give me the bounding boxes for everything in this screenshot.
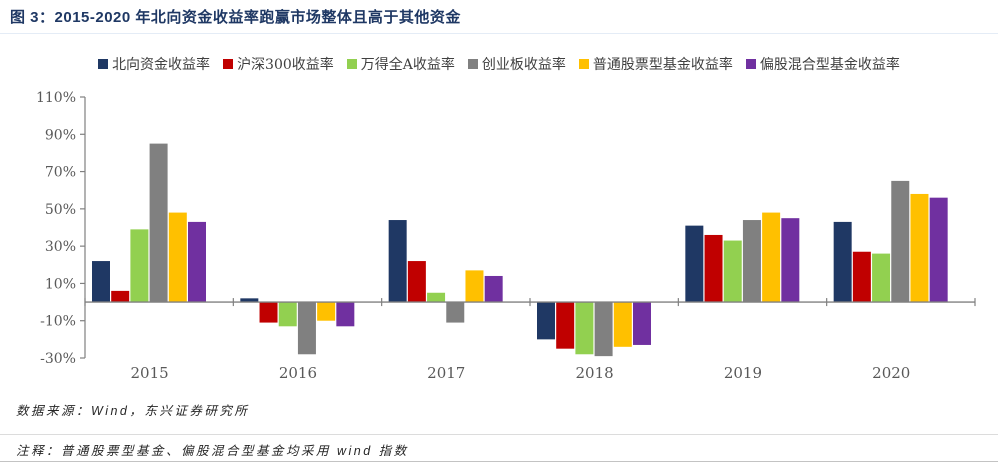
bar-北向资金收益率-2016 [240, 298, 259, 303]
legend-swatch-icon [98, 59, 109, 69]
legend-item-普通股票型基金收益率: 普通股票型基金收益率 [578, 54, 733, 74]
bar-北向资金收益率-2017 [388, 220, 407, 303]
bar-万得全A收益率-2015 [130, 229, 149, 303]
legend-swatch-icon [467, 59, 478, 69]
bar-普通股票型基金收益率-2015 [168, 212, 187, 303]
legend-label: 创业板收益率 [481, 57, 566, 73]
y-axis-tick-label: 90% [45, 127, 76, 143]
y-axis-tick-label: 10% [45, 276, 76, 292]
bar-创业板收益率-2020 [891, 180, 910, 303]
x-axis-category-label: 2020 [872, 364, 910, 382]
bar-沪深300收益率-2015 [111, 290, 130, 303]
legend-swatch-icon [346, 59, 357, 69]
legend-item-创业板收益率: 创业板收益率 [467, 54, 566, 74]
bar-万得全A收益率-2018 [575, 302, 594, 355]
footer-divider [0, 434, 998, 435]
bar-偏股混合型基金收益率-2015 [188, 221, 206, 303]
bar-普通股票型基金收益率-2019 [762, 212, 781, 303]
y-axis-tick-label: 50% [45, 202, 76, 218]
y-axis-tick-label: 110% [36, 90, 76, 106]
x-axis-category-label: 2016 [279, 364, 317, 382]
legend-label: 万得全A收益率 [360, 57, 455, 73]
legend-swatch-icon [745, 59, 756, 69]
legend-item-偏股混合型基金收益率: 偏股混合型基金收益率 [745, 54, 900, 74]
bar-普通股票型基金收益率-2016 [317, 302, 336, 321]
bar-偏股混合型基金收益率-2020 [929, 197, 948, 303]
bar-北向资金收益率-2015 [92, 261, 110, 303]
bar-沪深300收益率-2020 [852, 251, 871, 303]
y-axis-tick-label: 30% [45, 239, 76, 255]
bar-北向资金收益率-2018 [537, 302, 555, 340]
bar-创业板收益率-2019 [742, 220, 761, 303]
bar-沪深300收益率-2017 [407, 261, 426, 303]
chart-title: 图 3：2015-2020 年北向资金收益率跑赢市场整体且高于其他资金 [10, 9, 461, 26]
note-text: 注释：普通股票型基金、偏股混合型基金均采用 wind 指数 [16, 444, 409, 458]
bar-chart: 110% 90% 70% 50% 30% 10% -10% -30% 2015 2016 2017 2… [36, 90, 976, 382]
bar-沪深300收益率-2018 [556, 302, 575, 349]
bar-创业板收益率-2015 [149, 143, 168, 303]
bar-万得全A收益率-2020 [872, 253, 891, 303]
y-axis-tick-label: -10% [40, 314, 76, 330]
legend-swatch-icon [578, 59, 589, 69]
chart-legend: 北向资金收益率 沪深300收益率 万得全A收益率 创业板收益率 普通股票型基金收益率 偏股… [0, 54, 998, 74]
bar-偏股混合型基金收益率-2019 [781, 218, 800, 303]
bar-万得全A收益率-2019 [723, 240, 742, 303]
y-axis-tick-label: 70% [45, 165, 76, 181]
y-axis-tick-label: -30% [40, 351, 76, 367]
bar-普通股票型基金收益率-2020 [910, 193, 929, 303]
x-axis-category-label: 2015 [131, 364, 169, 382]
bar-沪深300收益率-2019 [704, 234, 723, 303]
x-axis-category-label: 2018 [576, 364, 614, 382]
legend-label: 沪深300收益率 [237, 57, 334, 73]
bar-沪深300收益率-2016 [259, 302, 278, 323]
bar-创业板收益率-2017 [446, 302, 465, 323]
legend-item-万得全A收益率: 万得全A收益率 [346, 54, 455, 74]
legend-label: 偏股混合型基金收益率 [759, 57, 900, 73]
bar-普通股票型基金收益率-2017 [465, 270, 484, 303]
bar-创业板收益率-2018 [594, 302, 613, 357]
bar-万得全A收益率-2017 [427, 292, 446, 303]
x-axis-category-label: 2019 [724, 364, 762, 382]
bar-创业板收益率-2016 [297, 302, 316, 355]
bar-偏股混合型基金收益率-2018 [633, 302, 651, 345]
bar-北向资金收益率-2019 [685, 225, 704, 303]
bar-偏股混合型基金收益率-2017 [484, 275, 503, 303]
bottom-divider [0, 461, 998, 462]
bar-普通股票型基金收益率-2018 [613, 302, 632, 347]
title-divider [0, 33, 998, 34]
bar-偏股混合型基金收益率-2016 [336, 302, 355, 327]
legend-label: 普通股票型基金收益率 [592, 57, 733, 73]
legend-label: 北向资金收益率 [112, 57, 211, 73]
bar-万得全A收益率-2016 [278, 302, 297, 327]
bar-北向资金收益率-2020 [833, 221, 852, 303]
x-axis-category-label: 2017 [427, 364, 465, 382]
legend-swatch-icon [223, 59, 234, 69]
legend-item-沪深300收益率: 沪深300收益率 [223, 54, 334, 74]
data-source-text: 数据来源：Wind，东兴证券研究所 [16, 404, 250, 418]
legend-item-北向资金收益率: 北向资金收益率 [98, 54, 210, 74]
